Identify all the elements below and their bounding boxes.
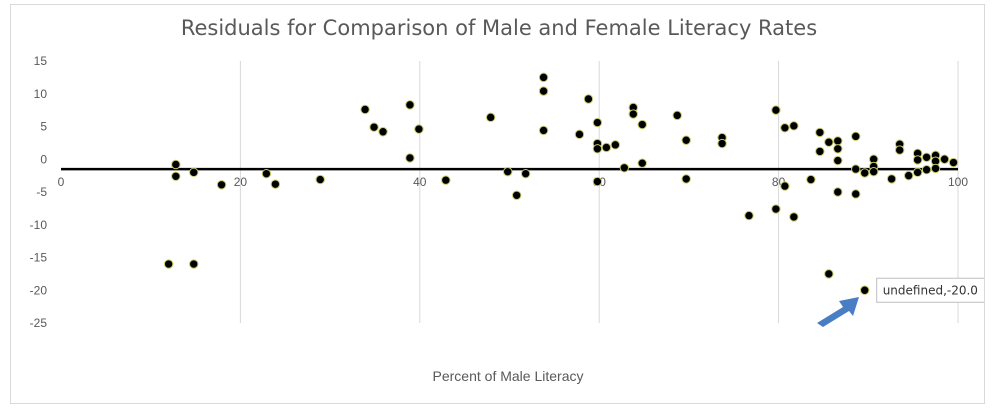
data-tooltip: undefined,-20.0 [876,277,984,303]
data-point[interactable] [405,153,415,163]
data-point[interactable] [912,167,923,178]
data-point[interactable] [485,112,496,123]
data-point[interactable] [824,269,834,279]
data-point[interactable] [171,159,181,170]
data-point[interactable] [441,175,451,185]
y-tick-label: -25 [30,316,48,330]
data-point[interactable] [538,72,549,83]
y-tick-label: -10 [30,218,48,232]
x-axis-ticks: 020406080100 [58,175,969,189]
y-axis-ticks: 15 10 5 0 -5 -10 -15 -20 -25 [30,54,48,330]
data-point[interactable] [369,122,379,132]
data-point[interactable] [592,144,603,154]
data-point[interactable] [261,168,272,179]
data-point[interactable] [681,135,691,145]
data-point[interactable] [815,146,825,157]
y-tick-label: 0 [40,152,47,166]
data-point[interactable] [780,181,790,191]
data-point[interactable] [833,136,843,146]
data-point[interactable] [806,174,816,185]
data-point[interactable] [574,129,585,140]
data-point[interactable] [637,119,647,130]
data-point[interactable] [771,105,781,115]
data-point[interactable] [672,110,682,121]
data-point[interactable] [538,125,549,136]
data-points [163,72,959,295]
data-point[interactable] [833,155,843,166]
data-point[interactable] [610,140,621,150]
data-point[interactable] [921,152,932,162]
data-point[interactable] [538,86,549,96]
data-point[interactable] [270,179,281,189]
y-tick-label: 5 [40,120,47,134]
chart-title: Residuals for Comparison of Male and Fem… [181,16,817,40]
data-point[interactable] [592,176,603,187]
data-point[interactable] [789,212,799,222]
y-tick-label: 10 [34,87,48,101]
grid-lines [239,61,959,323]
data-point[interactable] [171,171,181,181]
data-point[interactable] [851,164,861,174]
data-point[interactable] [939,154,950,164]
data-point[interactable] [681,174,691,184]
x-axis-label: Percent of Male Literacy [433,368,584,384]
data-point[interactable] [833,187,843,197]
x-tick-label: 0 [58,175,65,189]
tooltip-box [876,277,984,303]
data-point[interactable] [163,259,174,269]
data-point[interactable] [628,109,638,119]
data-point[interactable] [414,124,424,134]
data-point[interactable] [583,94,594,104]
data-point[interactable] [637,158,647,168]
x-tick-label: 40 [413,175,427,189]
data-point[interactable] [511,190,522,200]
x-tick-label: 100 [948,175,968,189]
data-point[interactable] [868,166,879,177]
data-point[interactable] [360,104,370,115]
data-point[interactable] [744,210,754,221]
data-point[interactable] [851,131,861,142]
y-tick-label: -20 [30,283,48,297]
data-point[interactable] [378,127,388,137]
data-point[interactable] [189,167,199,178]
scatter-chart: Residuals for Comparison of Male and Fem… [30,16,984,384]
x-tick-label: 20 [234,175,248,189]
data-point[interactable] [503,166,513,177]
data-point[interactable] [520,168,531,179]
data-point[interactable] [912,155,923,165]
arrow-annotation-icon [817,297,859,327]
y-tick-label: 15 [34,54,48,68]
data-point[interactable] [903,170,914,181]
data-point[interactable] [780,123,790,133]
data-point[interactable] [405,100,415,110]
data-point[interactable] [601,142,612,153]
y-tick-label: -15 [30,251,48,265]
data-point[interactable] [886,174,897,184]
data-point[interactable] [824,137,834,147]
data-point[interactable] [921,165,932,175]
data-point[interactable] [789,121,799,131]
data-point[interactable] [815,127,825,138]
data-point[interactable] [930,163,941,174]
data-point[interactable] [860,285,870,295]
data-point[interactable] [771,204,781,214]
tooltip-text: undefined,-20.0 [883,283,978,297]
data-point[interactable] [592,117,603,128]
data-point[interactable] [860,168,870,178]
data-point[interactable] [315,174,325,185]
data-point[interactable] [189,259,199,269]
data-point[interactable] [851,189,861,199]
y-tick-label: -5 [36,185,47,199]
data-point[interactable] [833,144,843,154]
data-point[interactable] [948,157,959,168]
data-point[interactable] [619,163,630,173]
data-point[interactable] [216,180,227,190]
chart-frame: Residuals for Comparison of Male and Fem… [10,4,985,404]
data-point[interactable] [717,138,727,149]
data-point[interactable] [894,145,905,155]
